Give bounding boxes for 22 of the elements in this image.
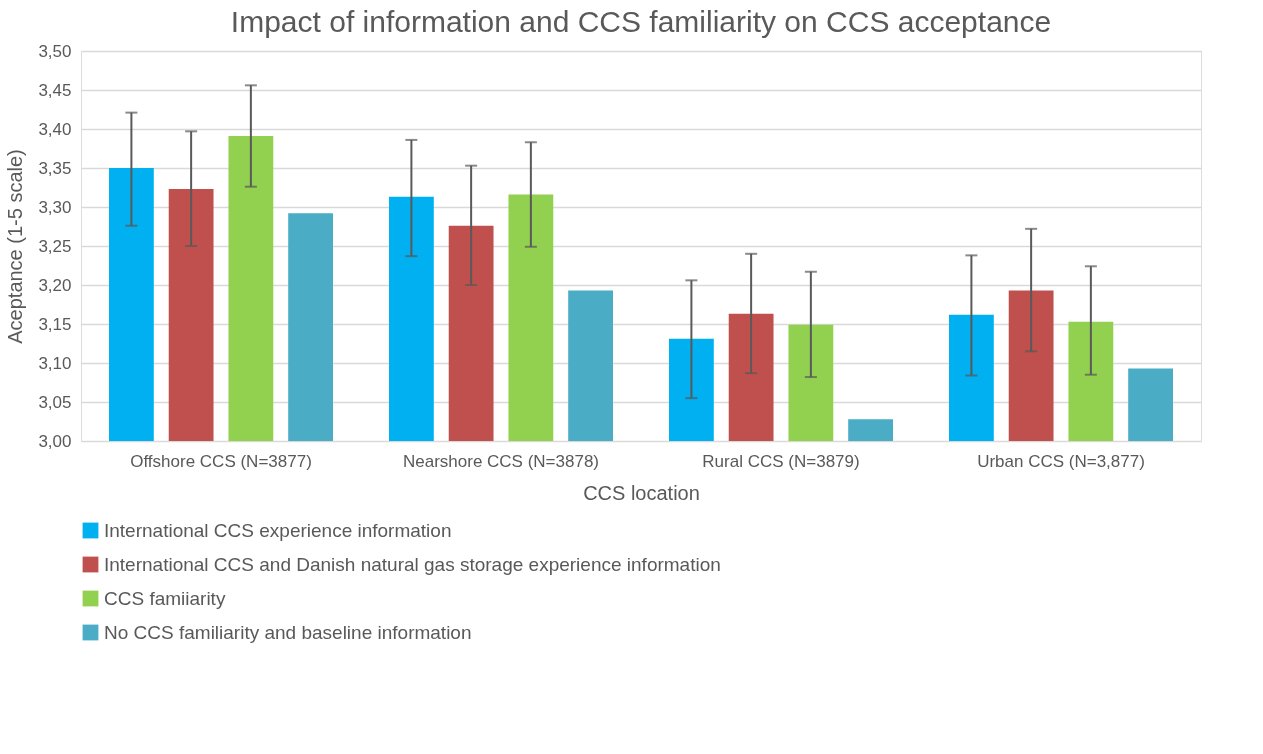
legend-label: International CCS experience information (104, 519, 452, 541)
x-axis-title: CCS location (583, 481, 700, 504)
x-tick-label: Nearshore CCS (N=3878) (402, 451, 600, 471)
y-tick-label: 3,05 (38, 392, 72, 412)
legend-label: No CCS familiarity and baseline information (104, 621, 472, 643)
y-tick-label: 3,30 (38, 197, 72, 217)
y-axis-title: Aceptance (1-5 scale) (4, 149, 27, 344)
x-tick-label: Offshore CCS (N=3877) (130, 451, 312, 471)
y-tick-label: 3,35 (38, 158, 72, 178)
y-tick-label: 3,45 (38, 80, 72, 100)
y-tick-label: 3,15 (38, 314, 72, 334)
legend-label: International CCS and Danish natural gas storage experience information (104, 553, 721, 575)
y-tick-label: 3,40 (38, 119, 72, 139)
y-tick-label: 3,20 (38, 275, 72, 295)
chart-title: Impact of information and CCS familiarity on CCS acceptance (230, 5, 1052, 38)
x-tick-label: Rural CCS (N=3879) (702, 451, 860, 471)
legend-label: CCS famiiarity (104, 587, 226, 609)
y-tick-label: 3,10 (38, 353, 72, 373)
y-tick-label: 3,00 (38, 431, 72, 451)
y-tick-label: 3,50 (38, 41, 72, 61)
x-tick-label: Urban CCS (N=3,877) (977, 451, 1145, 471)
y-tick-label: 3,25 (38, 236, 72, 256)
